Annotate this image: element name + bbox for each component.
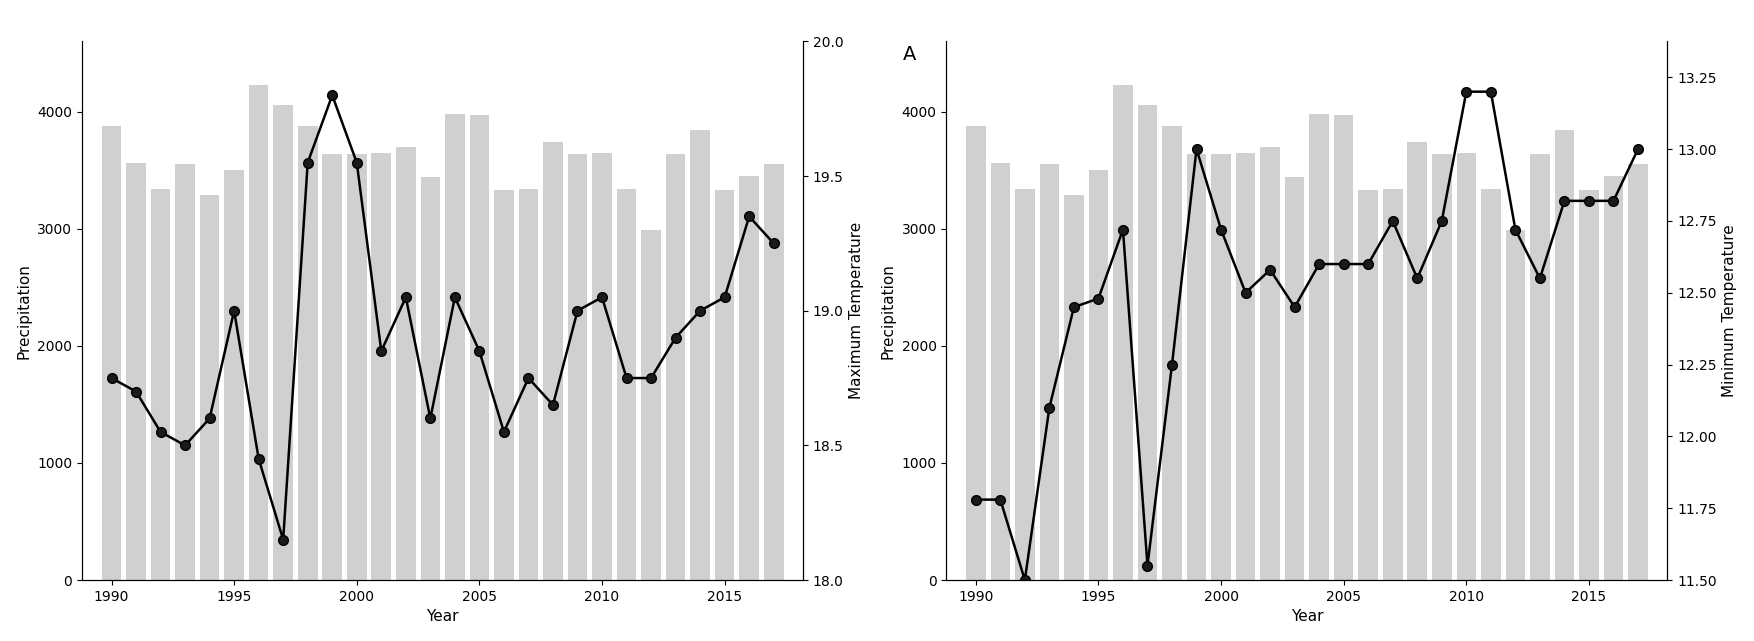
Bar: [1505, 230, 1526, 580]
Bar: [691, 130, 710, 580]
Bar: [1529, 154, 1551, 580]
Bar: [1016, 189, 1035, 580]
Bar: [470, 115, 489, 580]
X-axis label: Year: Year: [1291, 610, 1323, 624]
Bar: [372, 153, 391, 580]
Bar: [225, 171, 244, 580]
Bar: [151, 189, 170, 580]
Y-axis label: Maximum Temperature: Maximum Temperature: [849, 222, 865, 399]
Bar: [667, 154, 686, 580]
Bar: [126, 163, 146, 580]
Y-axis label: Minimum Temperature: Minimum Temperature: [1722, 224, 1736, 397]
X-axis label: Year: Year: [426, 610, 460, 624]
Bar: [617, 189, 637, 580]
Bar: [446, 114, 465, 580]
Bar: [1603, 176, 1622, 580]
Bar: [593, 153, 612, 580]
Bar: [966, 126, 986, 580]
Bar: [1628, 164, 1647, 580]
Bar: [102, 126, 121, 580]
Bar: [1261, 147, 1280, 580]
Bar: [1358, 190, 1379, 580]
Bar: [1237, 153, 1256, 580]
Bar: [544, 142, 563, 580]
Bar: [1163, 126, 1182, 580]
Bar: [740, 176, 759, 580]
Bar: [1456, 153, 1477, 580]
Bar: [175, 164, 195, 580]
Bar: [1333, 115, 1354, 580]
Bar: [1579, 190, 1598, 580]
Bar: [1407, 142, 1428, 580]
Bar: [1382, 189, 1403, 580]
Bar: [568, 154, 588, 580]
Bar: [1138, 104, 1158, 580]
Bar: [642, 230, 661, 580]
Bar: [1554, 130, 1575, 580]
Bar: [1114, 85, 1133, 580]
Text: A: A: [903, 45, 917, 64]
Bar: [200, 195, 219, 580]
Bar: [495, 190, 514, 580]
Bar: [249, 85, 268, 580]
Bar: [298, 126, 317, 580]
Bar: [1065, 195, 1084, 580]
Bar: [716, 190, 735, 580]
Bar: [274, 104, 293, 580]
Bar: [1212, 154, 1231, 580]
Bar: [1431, 154, 1452, 580]
Bar: [1286, 177, 1305, 580]
Bar: [421, 177, 440, 580]
Bar: [1187, 154, 1207, 580]
Bar: [323, 154, 342, 580]
Bar: [396, 147, 416, 580]
Bar: [1308, 114, 1330, 580]
Bar: [1040, 164, 1059, 580]
Bar: [519, 189, 538, 580]
Bar: [991, 163, 1010, 580]
Bar: [765, 164, 784, 580]
Bar: [1480, 189, 1501, 580]
Y-axis label: Precipitation: Precipitation: [18, 263, 32, 359]
Bar: [347, 154, 367, 580]
Bar: [1089, 171, 1109, 580]
Y-axis label: Precipitation: Precipitation: [881, 263, 896, 359]
